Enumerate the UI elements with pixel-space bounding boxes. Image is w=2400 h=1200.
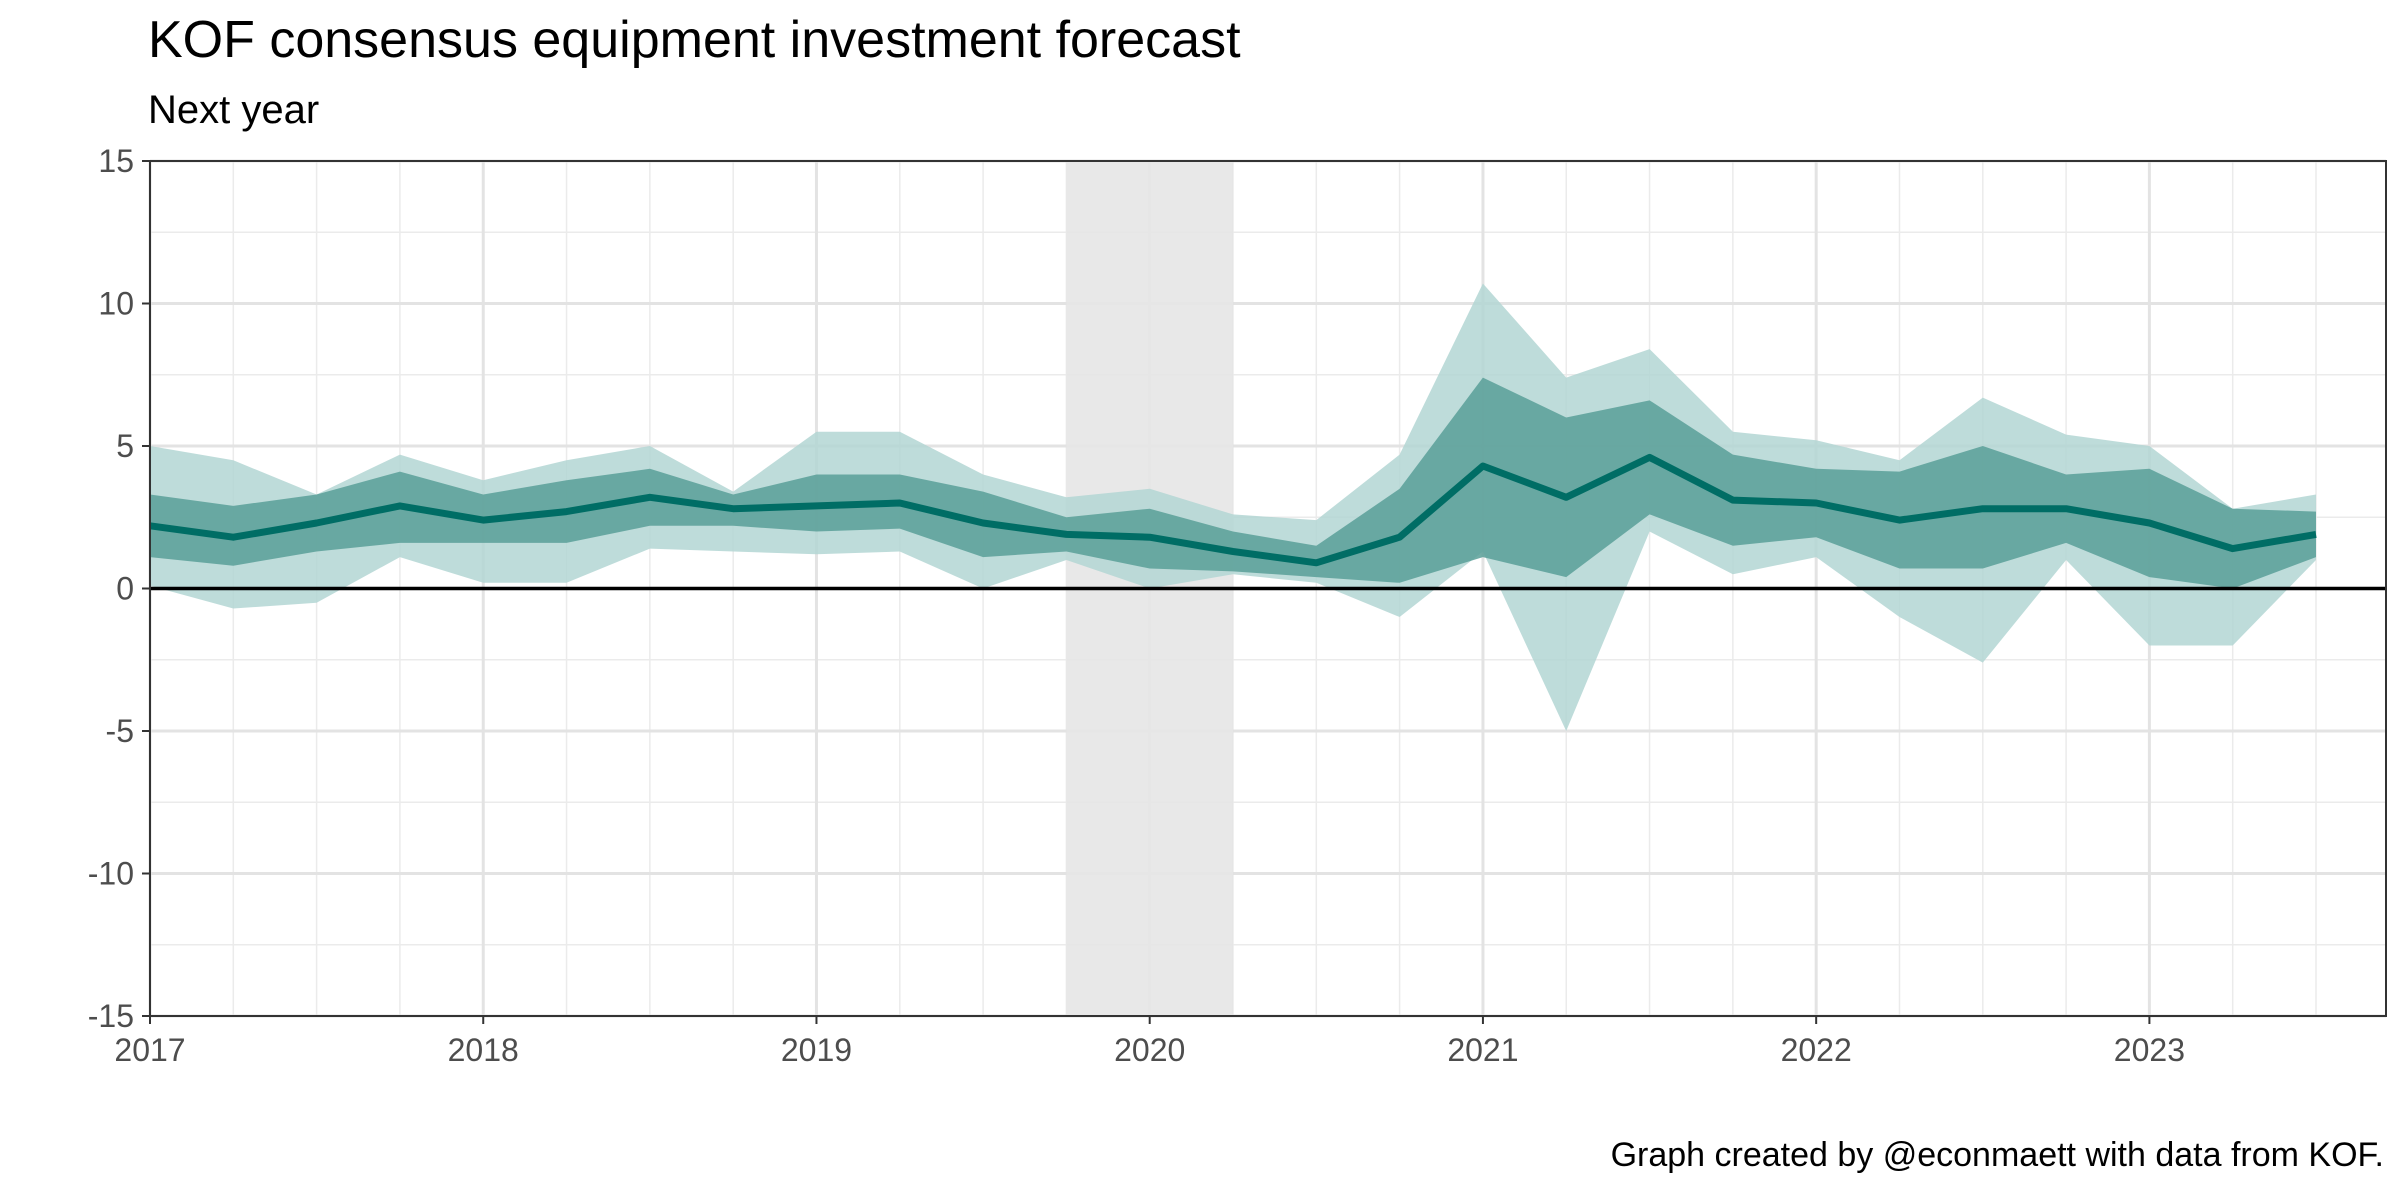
chart-caption: Graph created by @econmaett with data fr… <box>1610 1136 2384 1174</box>
y-tick-label: 10 <box>98 286 134 322</box>
x-tick-label: 2018 <box>448 1032 519 1068</box>
forecast-lines <box>149 453 2386 591</box>
median-line <box>149 453 2317 567</box>
x-tick-label: 2021 <box>1447 1032 1518 1068</box>
y-tick-label: -15 <box>88 998 134 1034</box>
x-tick-label: 2023 <box>2114 1032 2185 1068</box>
x-tick-label: 2019 <box>781 1032 852 1068</box>
chart-title: KOF consensus equipment investment forec… <box>148 11 1241 69</box>
y-tick-label: 0 <box>116 571 134 607</box>
y-tick-label: -10 <box>88 856 134 892</box>
y-tick-label: 15 <box>98 143 134 179</box>
chart-subtitle: Next year <box>148 88 320 132</box>
inner-band <box>150 377 2316 589</box>
x-tick-label: 2017 <box>114 1032 185 1068</box>
y-tick-label: 5 <box>116 428 134 464</box>
axes: -15 -10 -5 0 5 10 15 2017 2018 2019 2020 2021 2022 20… <box>88 143 2185 1068</box>
y-tick-label: -5 <box>106 713 134 749</box>
x-tick-label: 2022 <box>1781 1032 1852 1068</box>
x-tick-label: 2020 <box>1114 1032 1185 1068</box>
